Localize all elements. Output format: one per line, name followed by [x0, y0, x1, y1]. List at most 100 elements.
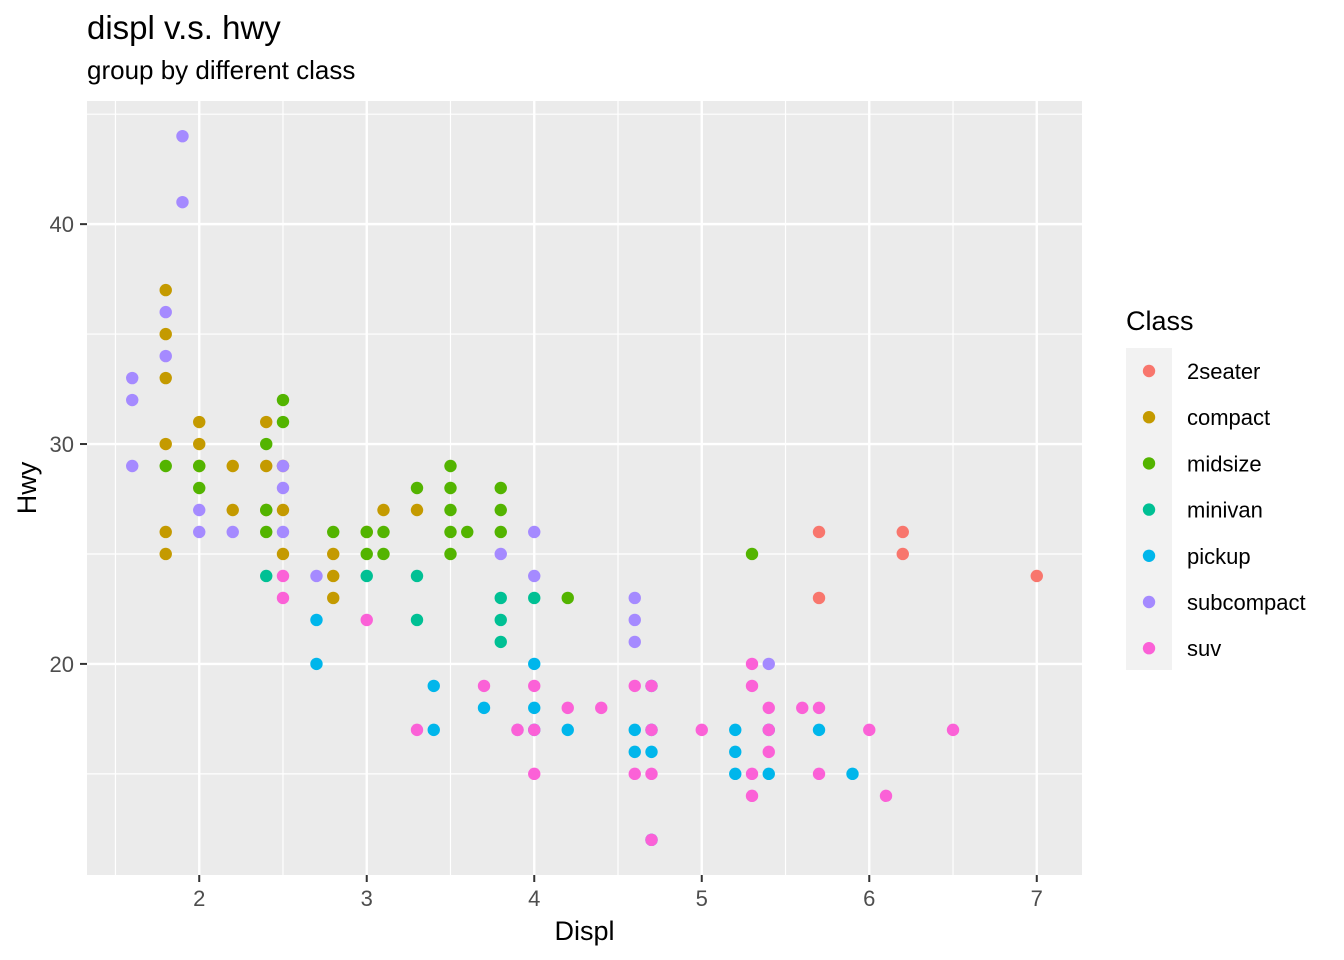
legend-key-pickup — [1142, 549, 1156, 562]
data-point-minivan — [494, 635, 507, 649]
data-point-subcompact — [528, 525, 541, 539]
data-point-suv — [745, 679, 759, 693]
data-point-pickup — [561, 723, 574, 737]
data-point-midsize — [444, 525, 457, 539]
data-point-subcompact — [226, 525, 239, 539]
legend-key-2seater — [1142, 364, 1156, 378]
data-point-pickup — [645, 745, 658, 759]
data-point-suv — [477, 679, 491, 693]
data-point-subcompact — [159, 349, 172, 363]
data-point-compact — [193, 415, 206, 429]
data-point-midsize — [410, 481, 424, 495]
legend-label-minivan: minivan — [1187, 498, 1263, 523]
data-point-subcompact — [176, 195, 189, 209]
data-point-midsize — [276, 415, 290, 429]
data-point-compact — [276, 547, 290, 561]
data-point-subcompact — [528, 569, 541, 583]
data-point-pickup — [628, 723, 641, 737]
legend-label-midsize: midsize — [1187, 451, 1262, 476]
data-point-midsize — [327, 525, 340, 539]
data-point-midsize — [260, 503, 273, 517]
data-point-midsize — [444, 547, 457, 561]
data-point-suv — [645, 833, 658, 847]
data-point-subcompact — [310, 569, 323, 583]
data-point-midsize — [444, 481, 457, 495]
legend-label-compact: compact — [1187, 405, 1270, 430]
data-point-midsize — [377, 547, 390, 561]
legend-label-2seater: 2seater — [1187, 359, 1260, 384]
data-point-suv — [276, 591, 290, 605]
legend-label-subcompact: subcompact — [1187, 590, 1306, 615]
x-tick-label: 4 — [528, 886, 540, 911]
data-point-compact — [260, 415, 273, 429]
data-point-pickup — [427, 723, 440, 737]
data-point-2seater — [896, 525, 909, 539]
data-point-suv — [796, 701, 809, 715]
data-point-minivan — [494, 613, 507, 627]
legend-key-suv — [1142, 642, 1156, 655]
data-point-midsize — [444, 459, 457, 473]
y-tick-label: 40 — [50, 212, 74, 237]
data-point-pickup — [477, 701, 491, 715]
data-point-midsize — [260, 525, 273, 539]
data-point-midsize — [360, 547, 373, 561]
data-point-subcompact — [276, 459, 290, 473]
data-point-suv — [410, 723, 424, 737]
data-point-suv — [528, 679, 541, 693]
data-point-midsize — [276, 393, 290, 407]
data-point-subcompact — [628, 613, 641, 627]
data-point-2seater — [812, 591, 826, 605]
data-point-subcompact — [628, 635, 641, 649]
data-point-suv — [528, 767, 541, 781]
grid-major — [87, 101, 1082, 875]
data-point-midsize — [494, 503, 507, 517]
data-point-pickup — [729, 723, 742, 737]
data-point-compact — [327, 547, 340, 561]
data-point-pickup — [729, 745, 742, 759]
x-tick-label: 6 — [863, 886, 875, 911]
data-point-midsize — [494, 481, 507, 495]
grid-minor — [87, 101, 1082, 875]
legend-title: Class — [1126, 306, 1194, 336]
data-point-minivan — [260, 569, 273, 583]
plot-panel — [87, 101, 1082, 875]
legend: Class 2seater compact midsize minivan pickup… — [1126, 306, 1306, 670]
y-axis: 20 30 40 — [50, 212, 87, 677]
data-point-compact — [226, 459, 239, 473]
chart-title: displ v.s. hwy — [87, 9, 281, 46]
data-point-subcompact — [159, 305, 172, 319]
data-point-pickup — [628, 745, 641, 759]
legend-key-subcompact — [1142, 595, 1156, 609]
data-point-compact — [226, 503, 239, 517]
x-tick-label: 5 — [696, 886, 708, 911]
data-point-minivan — [410, 569, 424, 583]
legend-key-midsize — [1142, 457, 1156, 470]
data-point-subcompact — [494, 547, 507, 561]
data-point-compact — [159, 283, 172, 297]
data-point-subcompact — [126, 371, 139, 385]
x-tick-label: 7 — [1031, 886, 1043, 911]
data-point-suv — [812, 701, 826, 715]
data-point-compact — [159, 525, 172, 539]
data-point-midsize — [360, 525, 373, 539]
data-point-compact — [377, 503, 390, 517]
data-point-suv — [879, 789, 893, 803]
data-point-subcompact — [176, 129, 189, 143]
data-point-suv — [695, 723, 708, 737]
data-point-minivan — [410, 613, 424, 627]
data-point-compact — [260, 459, 273, 473]
data-point-suv — [511, 723, 524, 737]
data-point-midsize — [561, 591, 574, 605]
data-point-pickup — [310, 657, 323, 671]
chart-subtitle: group by different class — [87, 55, 355, 85]
data-point-minivan — [360, 569, 373, 583]
y-axis-label: Hwy — [12, 461, 42, 514]
legend-key-compact — [1142, 411, 1156, 424]
data-point-midsize — [745, 547, 759, 561]
data-point-suv — [762, 745, 775, 759]
data-point-pickup — [528, 657, 541, 671]
y-tick-label: 30 — [50, 432, 74, 457]
data-point-suv — [561, 701, 574, 715]
x-tick-label: 2 — [193, 886, 205, 911]
data-point-suv — [360, 613, 373, 627]
